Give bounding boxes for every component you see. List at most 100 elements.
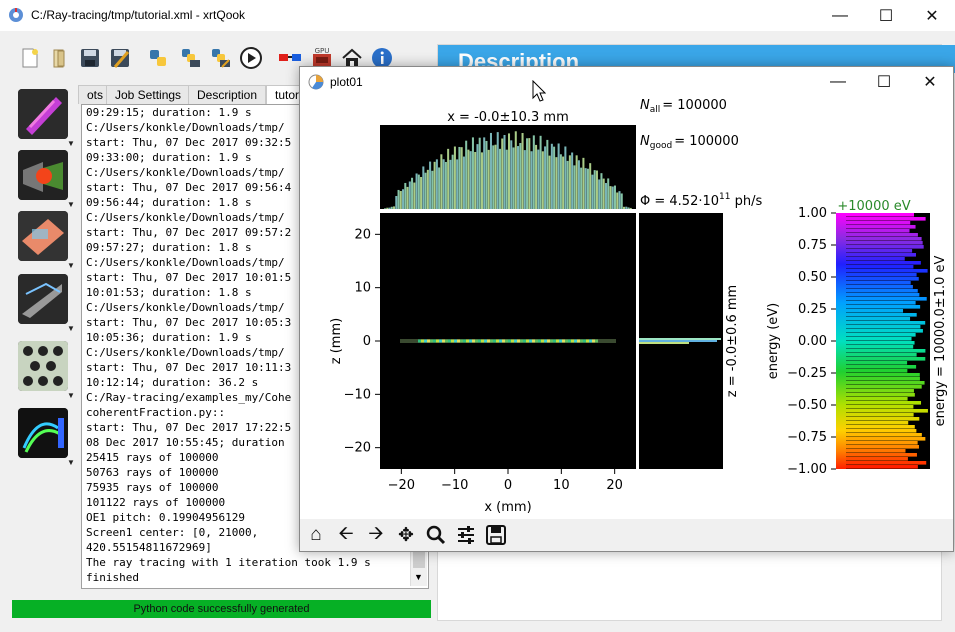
- x-histogram-bar: [458, 146, 461, 209]
- dropdown-arrow-icon[interactable]: ▼: [67, 458, 75, 467]
- close-button[interactable]: ✕: [925, 7, 939, 25]
- save-icon[interactable]: [77, 45, 103, 71]
- plot-canvas[interactable]: x = -0.0±10.3 mm z = -0.0±0.6 mm −20 −10 0…: [300, 97, 953, 517]
- new-file-icon[interactable]: [17, 45, 43, 71]
- flux-label: Φ = 4.52·1011 ph/s: [640, 192, 762, 209]
- beam-pixel: [535, 339, 538, 343]
- x-histogram-bar: [611, 186, 614, 209]
- python-icon[interactable]: [145, 45, 171, 71]
- home-icon[interactable]: ⌂: [310, 524, 322, 545]
- save-python-as-icon[interactable]: [208, 45, 234, 71]
- scroll-down-icon[interactable]: ▼: [414, 572, 423, 582]
- energy-histogram-bar: [846, 409, 928, 413]
- plot-icon[interactable]: [18, 408, 68, 458]
- save-figure-icon[interactable]: [483, 522, 509, 548]
- beam-pixel: [574, 339, 577, 343]
- save-python-icon[interactable]: [178, 45, 204, 71]
- x-histogram-bar: [388, 207, 391, 209]
- energy-histogram-bar: [846, 293, 920, 297]
- energy-histogram-bar: [846, 249, 913, 253]
- plot-close-button[interactable]: ✕: [923, 74, 937, 91]
- x-histogram-bar: [582, 157, 585, 209]
- glow-3d-glasses-icon[interactable]: [277, 45, 303, 71]
- material-icon[interactable]: [18, 341, 68, 391]
- minimize-button[interactable]: —: [832, 6, 848, 24]
- source-icon[interactable]: [18, 89, 68, 139]
- open-file-icon[interactable]: [47, 45, 73, 71]
- gpu-icon[interactable]: GPU: [309, 45, 335, 71]
- beam-pixel: [514, 339, 517, 343]
- plot-maximize-button[interactable]: ☐: [876, 74, 892, 91]
- x-histogram-bar: [384, 208, 387, 209]
- x-tick-label: −10: [441, 478, 468, 493]
- configure-subplots-icon[interactable]: [453, 522, 479, 548]
- beam-pixel: [481, 339, 484, 343]
- x-histogram-bar: [501, 138, 504, 209]
- x-histogram-bar: [444, 161, 447, 209]
- info-icon[interactable]: [369, 45, 395, 71]
- x-tick-label: 20: [606, 478, 623, 493]
- beam-pixel: [430, 339, 433, 343]
- x-histogram-bar: [577, 160, 580, 209]
- energy-histogram-bar: [846, 345, 914, 349]
- energy-histogram-bars: [846, 213, 928, 469]
- energy-histogram-bar: [846, 357, 926, 361]
- x-histogram-bar: [618, 191, 621, 209]
- energy-histogram-bar: [846, 377, 920, 381]
- x-histogram-bar: [494, 144, 497, 209]
- beam-pixel: [532, 339, 535, 343]
- tab-job-settings[interactable]: Job Settings: [106, 85, 191, 104]
- zoom-icon[interactable]: [423, 522, 449, 548]
- aperture-icon[interactable]: [18, 150, 68, 200]
- beam-pixel: [472, 339, 475, 343]
- beam-pixel: [433, 339, 436, 343]
- energy-histogram-bar: [846, 413, 914, 417]
- optical-element-icon[interactable]: [18, 211, 68, 261]
- log-line: start: Thu, 07 Dec 2017 10:11:3: [86, 361, 292, 374]
- energy-histogram-bar: [846, 221, 911, 225]
- energy-histogram-bar: [846, 449, 906, 453]
- dropdown-arrow-icon[interactable]: ▼: [67, 324, 75, 333]
- pan-icon[interactable]: ✥: [398, 524, 414, 546]
- energy-histogram-bar: [846, 289, 918, 293]
- x-histogram-bar: [397, 189, 400, 209]
- screen-icon[interactable]: [18, 274, 68, 324]
- x-histogram-bar: [417, 174, 420, 209]
- energy-histogram-bar: [846, 385, 922, 389]
- z-histogram-bar: [639, 338, 721, 340]
- xrtqook-app-icon: [8, 7, 24, 23]
- dropdown-arrow-icon[interactable]: ▼: [67, 200, 75, 209]
- forward-arrow-icon[interactable]: 🡪: [368, 523, 384, 544]
- x-histogram-bar: [420, 176, 423, 209]
- save-as-icon[interactable]: [107, 45, 133, 71]
- home-icon[interactable]: [339, 45, 365, 71]
- x-histogram-bar: [584, 168, 587, 209]
- tab-optics[interactable]: ots: [78, 85, 113, 104]
- dropdown-arrow-icon[interactable]: ▼: [67, 261, 75, 270]
- x-histogram-bar: [607, 178, 610, 209]
- x-histogram-bar: [424, 172, 427, 209]
- x-histogram-bar: [404, 182, 407, 209]
- log-line: C:/Users/konkle/Downloads/tmp/: [86, 211, 285, 224]
- plot-app-icon: [308, 74, 324, 93]
- beam-pixel: [562, 339, 565, 343]
- dropdown-arrow-icon[interactable]: ▼: [67, 139, 75, 148]
- back-arrow-icon[interactable]: 🡨: [338, 523, 354, 544]
- beam-pixel: [493, 339, 496, 343]
- x-histogram-bar: [483, 137, 486, 209]
- energy-tick-label: −0.75: [787, 430, 827, 445]
- dropdown-arrow-icon[interactable]: ▼: [67, 391, 75, 400]
- log-line: C:/Users/konkle/Downloads/tmp/: [86, 121, 285, 134]
- x-histogram-bar: [600, 173, 603, 209]
- plot-minimize-button[interactable]: —: [830, 73, 846, 90]
- x-histogram-bar: [517, 146, 520, 209]
- maximize-button[interactable]: ☐: [878, 7, 894, 25]
- run-icon[interactable]: [238, 45, 264, 71]
- beam-pixel: [478, 339, 481, 343]
- log-line: start: Thu, 07 Dec 2017 09:56:4: [86, 181, 292, 194]
- tab-description[interactable]: Description: [188, 85, 267, 104]
- x-histogram-bar: [573, 165, 576, 209]
- log-line: finished: [86, 571, 139, 584]
- beam-pixel: [568, 339, 571, 343]
- energy-histogram-bar: [846, 229, 910, 233]
